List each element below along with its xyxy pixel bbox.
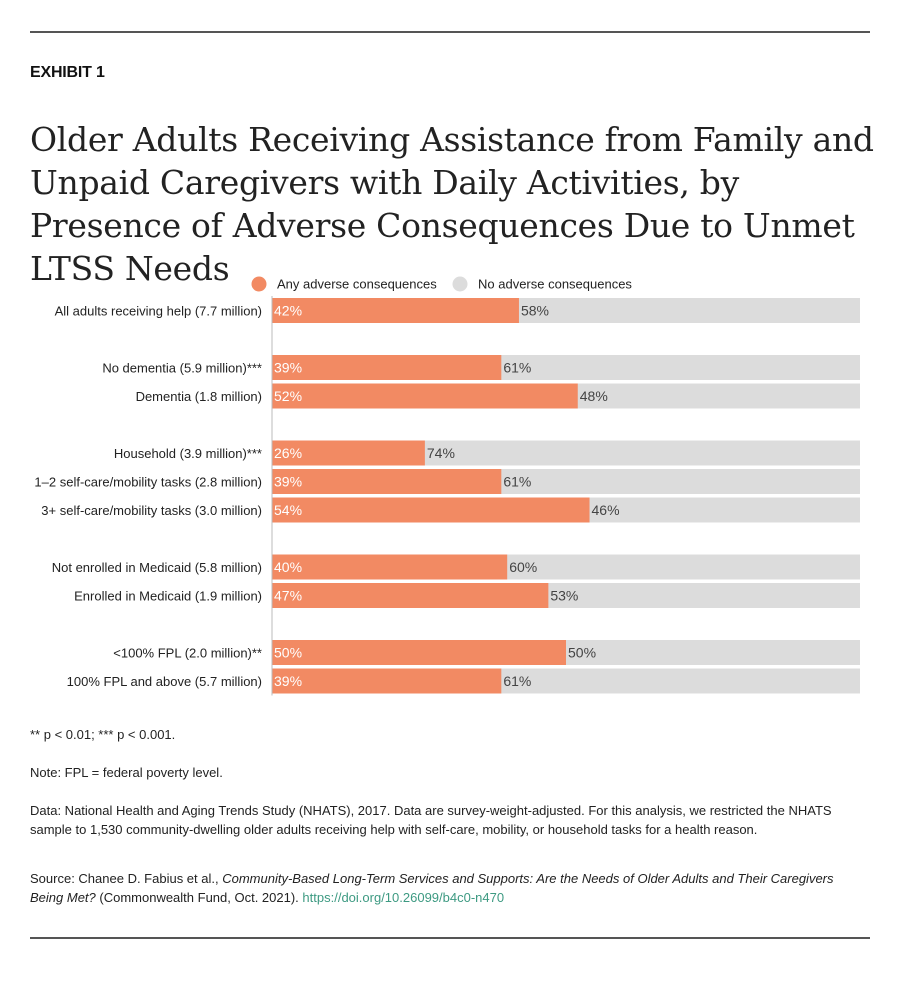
value-label-none: 50% — [568, 645, 596, 661]
value-label-any: 39% — [274, 673, 302, 689]
legend-swatch-none — [452, 276, 468, 292]
value-label-any: 50% — [274, 645, 302, 661]
bar-any-adverse — [272, 383, 578, 409]
value-label-any: 52% — [274, 388, 302, 404]
bar-any-adverse — [272, 497, 590, 523]
value-label-any: 39% — [274, 474, 302, 490]
bar-any-adverse — [272, 640, 566, 665]
category-label: All adults receiving help (7.7 million) — [55, 304, 262, 319]
value-label-any: 54% — [274, 502, 302, 518]
category-label: 1–2 self-care/mobility tasks (2.8 millio… — [34, 475, 262, 490]
value-label-none: 61% — [503, 360, 531, 376]
stacked-bar-chart: Any adverse consequences No adverse conse… — [34, 276, 860, 696]
category-label: 3+ self-care/mobility tasks (3.0 million… — [41, 503, 262, 518]
value-label-none: 61% — [503, 673, 531, 689]
category-label: Enrolled in Medicaid (1.9 million) — [74, 589, 262, 604]
top-rule — [30, 31, 870, 33]
category-label: Household (3.9 million)*** — [114, 446, 262, 461]
bar-any-adverse — [272, 355, 502, 380]
significance-footnote: ** p < 0.01; *** p < 0.001. — [30, 727, 176, 742]
bar-any-adverse — [272, 469, 502, 494]
value-label-any: 39% — [274, 360, 302, 376]
source-suffix: (Commonwealth Fund, Oct. 2021). — [95, 890, 303, 905]
category-label: Dementia (1.8 million) — [136, 389, 262, 404]
value-label-none: 46% — [592, 502, 620, 518]
bar-any-adverse — [272, 668, 502, 694]
source-title: Community-Based Long-Term Services and S… — [30, 871, 834, 905]
source-prefix: Source: Chanee D. Fabius et al., — [30, 871, 223, 886]
bar-any-adverse — [272, 583, 549, 608]
legend-swatch-any — [251, 276, 267, 292]
chart-title: Older Adults Receiving Assistance from F… — [30, 120, 874, 288]
value-label-any: 26% — [274, 445, 302, 461]
value-label-none: 60% — [509, 559, 537, 575]
source-footnote: Source: Chanee D. Fabius et al., Communi… — [30, 869, 860, 907]
value-label-none: 61% — [503, 474, 531, 490]
bar-any-adverse — [272, 440, 425, 466]
value-label-any: 47% — [274, 588, 302, 604]
legend-label-any: Any adverse consequences — [277, 277, 437, 292]
value-label-any: 40% — [274, 559, 302, 575]
value-label-none: 48% — [580, 388, 608, 404]
bar-any-adverse — [272, 298, 519, 323]
bar-any-adverse — [272, 554, 508, 580]
source-doi-link[interactable]: https://doi.org/10.26099/b4c0-n470 — [302, 890, 505, 905]
bottom-rule — [30, 937, 870, 939]
legend-label-none: No adverse consequences — [478, 277, 632, 292]
category-label: 100% FPL and above (5.7 million) — [67, 674, 262, 689]
category-label: <100% FPL (2.0 million)** — [113, 646, 262, 661]
exhibit-label: EXHIBIT 1 — [30, 64, 105, 81]
category-label: Not enrolled in Medicaid (5.8 million) — [52, 560, 262, 575]
category-label: No dementia (5.9 million)*** — [102, 361, 262, 376]
data-footnote: Data: National Health and Aging Trends S… — [30, 803, 832, 837]
value-label-none: 53% — [550, 588, 578, 604]
value-label-any: 42% — [274, 303, 302, 319]
value-label-none: 58% — [521, 303, 549, 319]
value-label-none: 74% — [427, 445, 455, 461]
note-footnote: Note: FPL = federal poverty level. — [30, 765, 223, 780]
